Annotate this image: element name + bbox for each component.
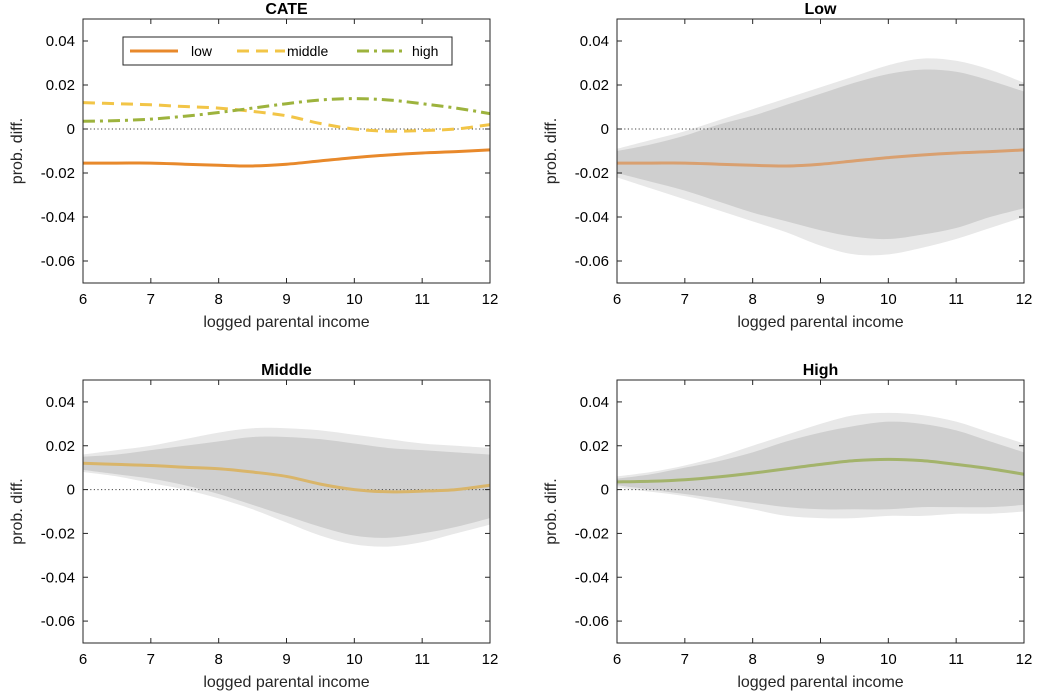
x-axis-label: logged parental income [203, 314, 369, 331]
x-tick-label: 12 [482, 651, 499, 668]
y-tick-label: 0.02 [580, 77, 609, 94]
subplot-title: Low [805, 1, 838, 18]
series-line-high [83, 97, 490, 123]
subplot-title: Middle [261, 362, 312, 379]
x-tick-label: 7 [681, 651, 689, 668]
subplot-high: 6 7 8 9 10 11 12 -0.06 -0.04 -0.02 0 0.02 0.04 High lo… [543, 362, 1032, 691]
x-axis-label: logged parental income [737, 674, 903, 691]
x-tick-label: 10 [346, 651, 363, 668]
y-tick-label: -0.04 [41, 209, 75, 226]
x-axis-label: logged parental income [203, 674, 369, 691]
y-tick-label: -0.02 [575, 525, 609, 542]
x-tick-label: 9 [816, 651, 824, 668]
subplot-cate: 6 7 8 9 10 11 12 -0.06 -0.04 -0.02 0 0.02 0.04 CATE lo… [9, 1, 498, 331]
legend-label-middle: middle [287, 43, 328, 59]
series-line-middle [83, 101, 490, 133]
y-tick-label: -0.06 [41, 253, 75, 270]
y-tick-label: 0 [601, 482, 609, 499]
y-tick-label: -0.06 [575, 253, 609, 270]
plot-area [617, 58, 1024, 256]
y-tick-label: 0 [67, 482, 75, 499]
x-tick-label: 8 [748, 291, 756, 308]
y-tick-label: -0.02 [575, 165, 609, 182]
x-tick-label: 10 [880, 291, 897, 308]
legend-label-low: low [191, 43, 213, 59]
x-tick-label: 6 [613, 651, 621, 668]
subplot-low: 6 7 8 9 10 11 12 -0.06 -0.04 -0.02 0 0.02 0.04 Low log… [543, 1, 1032, 331]
x-tick-label: 6 [79, 651, 87, 668]
y-tick-label: -0.02 [41, 525, 75, 542]
y-axis-label: prob. diff. [543, 478, 560, 544]
x-tick-label: 8 [748, 651, 756, 668]
y-tick-label: 0.02 [46, 438, 75, 455]
legend-label-high: high [412, 43, 438, 59]
y-tick-label: -0.04 [41, 569, 75, 586]
y-tick-label: -0.04 [575, 209, 609, 226]
y-tick-label: 0 [67, 121, 75, 138]
confidence-band-inner [83, 436, 490, 538]
plot-area [617, 412, 1024, 519]
x-tick-label: 8 [214, 651, 222, 668]
x-tick-label: 9 [816, 291, 824, 308]
x-tick-label: 6 [613, 291, 621, 308]
x-tick-label: 9 [282, 291, 290, 308]
y-tick-label: 0.02 [46, 77, 75, 94]
y-tick-label: 0.02 [580, 438, 609, 455]
y-tick-label: 0.04 [580, 33, 609, 50]
y-tick-label: -0.06 [575, 613, 609, 630]
y-tick-label: -0.04 [575, 569, 609, 586]
legend: low middle high [122, 36, 453, 66]
estimate-line [83, 461, 490, 494]
y-axis-label: prob. diff. [543, 118, 560, 184]
x-tick-label: 10 [346, 291, 363, 308]
y-tick-label: 0.04 [46, 33, 75, 50]
x-tick-label: 6 [79, 291, 87, 308]
subplot-title: High [803, 362, 839, 379]
y-axis-label: prob. diff. [9, 478, 26, 544]
y-axis-label: prob. diff. [9, 118, 26, 184]
y-tick-label: 0.04 [46, 394, 75, 411]
x-tick-label: 8 [214, 291, 222, 308]
x-tick-label: 12 [1016, 651, 1033, 668]
x-tick-label: 10 [880, 651, 897, 668]
x-tick-label: 11 [414, 291, 430, 308]
estimate-line [617, 457, 1024, 484]
series-line-low [83, 148, 490, 168]
x-tick-label: 11 [948, 651, 964, 668]
y-tick-label: -0.06 [41, 613, 75, 630]
x-tick-label: 7 [147, 291, 155, 308]
y-tick-label: 0 [601, 121, 609, 138]
x-tick-label: 7 [147, 651, 155, 668]
subplot-middle: 6 7 8 9 10 11 12 -0.06 -0.04 -0.02 0 0.02 0.04 Middle… [9, 362, 498, 691]
x-axis-label: logged parental income [737, 314, 903, 331]
plot-area [83, 97, 490, 168]
plot-area [83, 427, 490, 547]
y-tick-label: 0.04 [580, 394, 609, 411]
x-tick-label: 9 [282, 651, 290, 668]
x-tick-label: 12 [1016, 291, 1033, 308]
x-tick-label: 12 [482, 291, 499, 308]
x-tick-label: 11 [948, 291, 964, 308]
x-tick-label: 7 [681, 291, 689, 308]
estimate-line [617, 148, 1024, 168]
confidence-band-inner [617, 69, 1024, 240]
subplot-title: CATE [265, 1, 308, 18]
x-tick-label: 11 [414, 651, 430, 668]
y-tick-label: -0.02 [41, 165, 75, 182]
